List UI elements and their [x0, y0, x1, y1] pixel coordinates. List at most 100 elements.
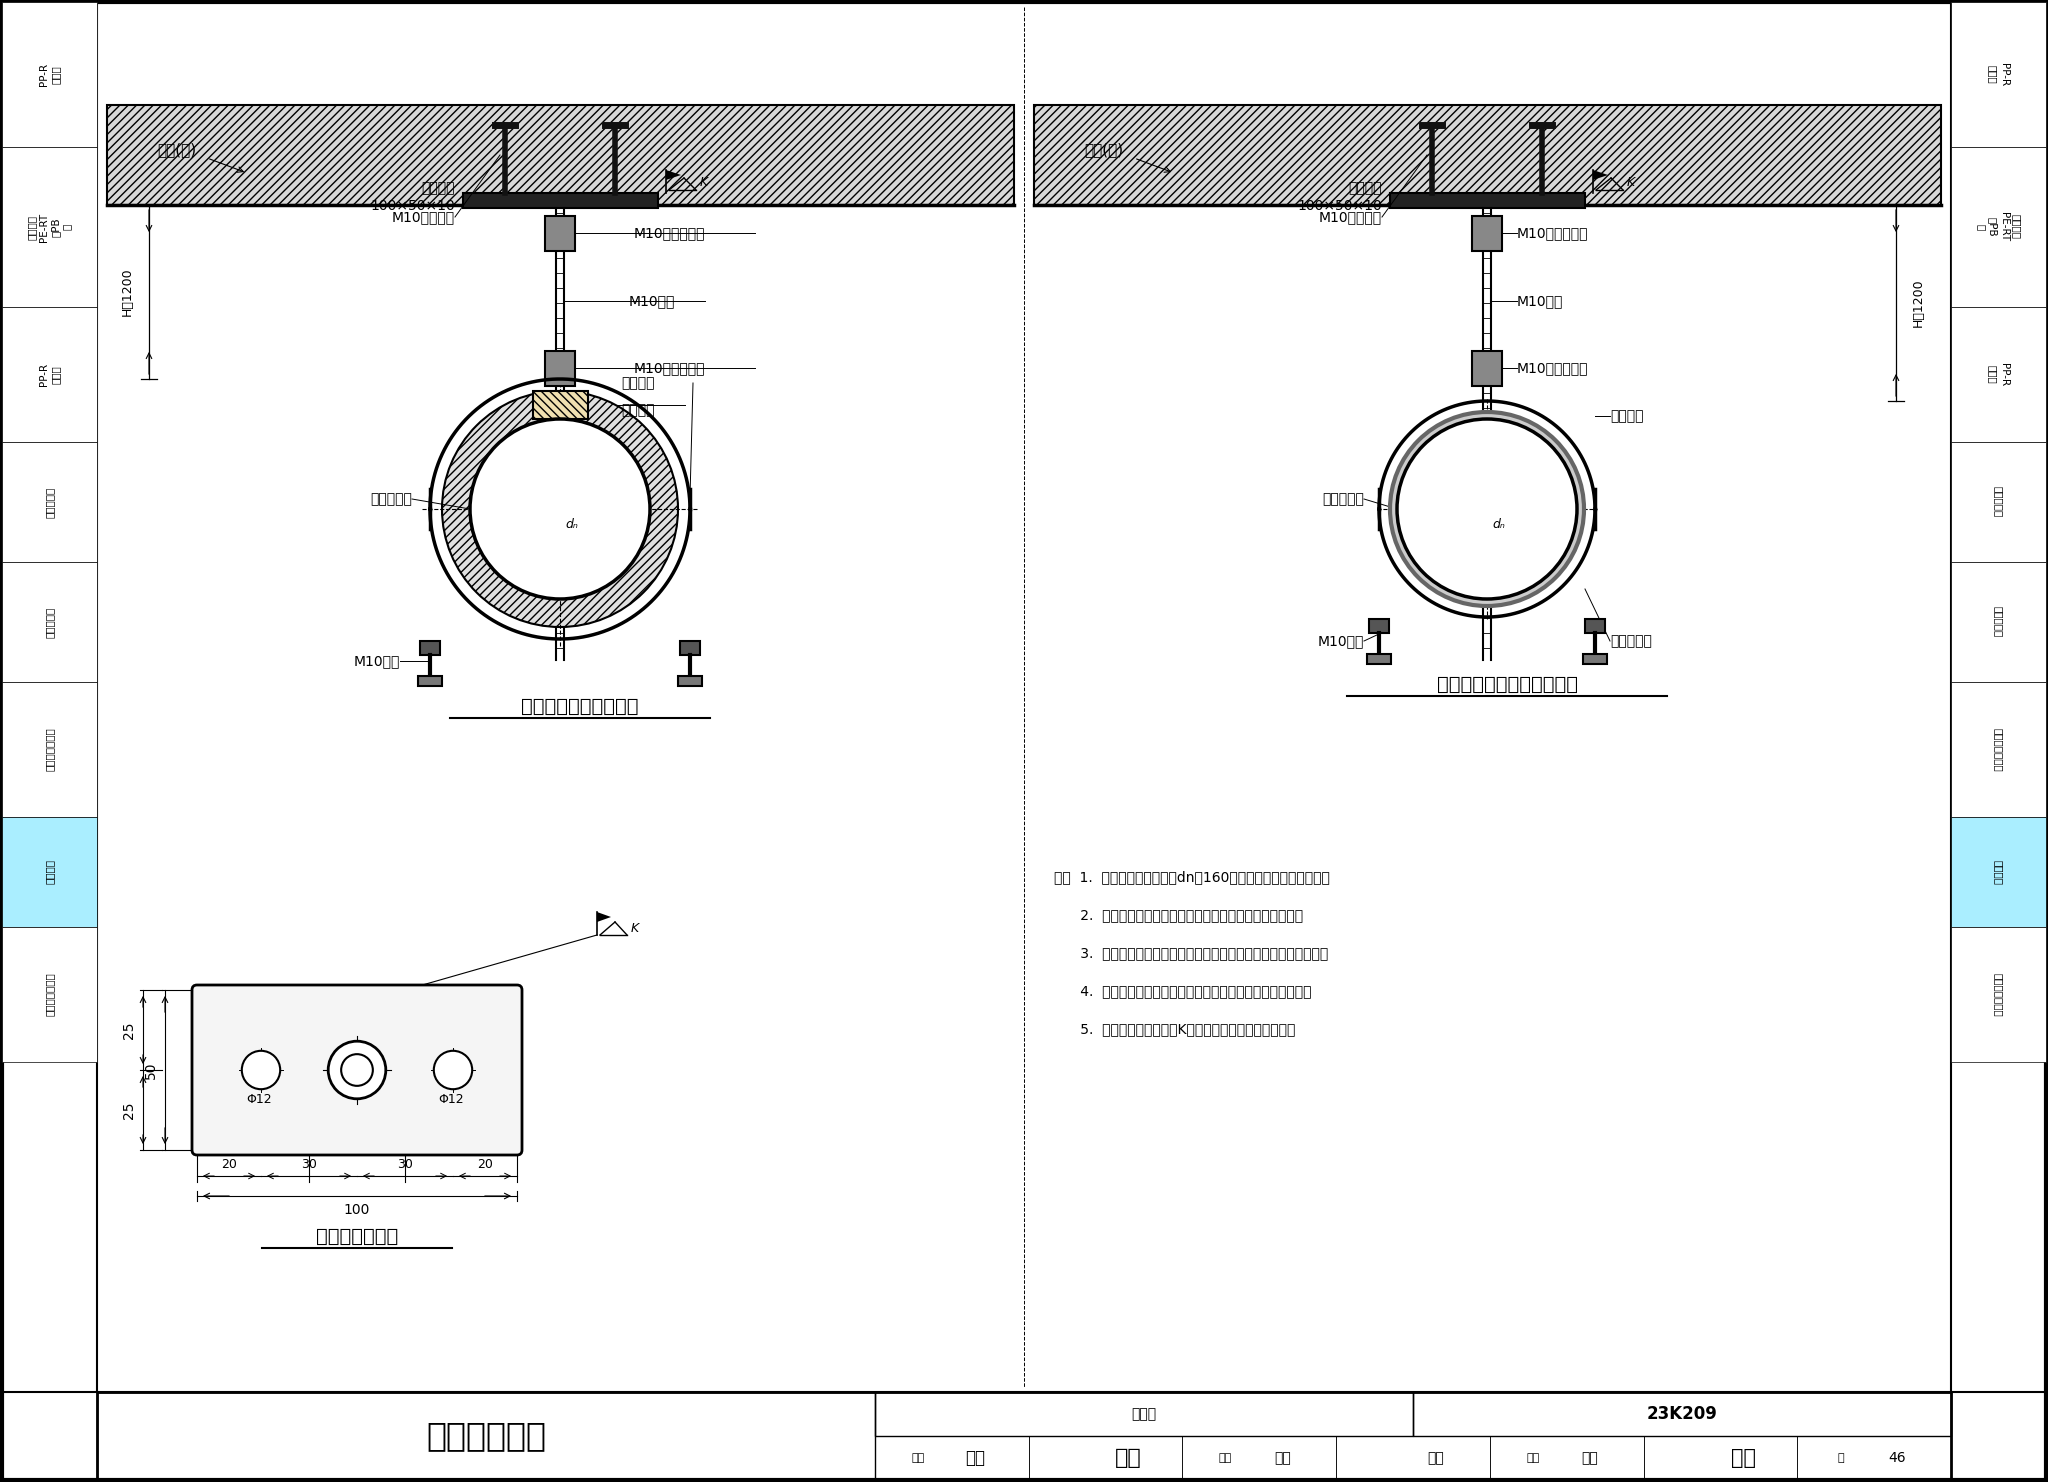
- Text: 5.  本图中角焊焊缝高度K值不应小于焊接的钢板厚度。: 5. 本图中角焊焊缝高度K值不应小于焊接的钢板厚度。: [1055, 1023, 1296, 1036]
- Bar: [1952, 1, 2046, 147]
- Bar: [1583, 654, 1608, 664]
- Text: PP-R
复合管: PP-R 复合管: [1989, 62, 2009, 86]
- Bar: [874, 1392, 1413, 1436]
- Text: 30: 30: [397, 1157, 414, 1171]
- Text: 管道热补偿方式: 管道热补偿方式: [45, 728, 55, 771]
- Bar: [1182, 1436, 1335, 1481]
- Circle shape: [434, 1051, 473, 1089]
- Text: K: K: [700, 175, 709, 188]
- Text: 图集号: 图集号: [1130, 1406, 1157, 1421]
- Circle shape: [1391, 412, 1583, 606]
- Text: 25: 25: [123, 1101, 135, 1119]
- Bar: [2, 307, 96, 442]
- Bar: [96, 1392, 1952, 1481]
- Bar: [2, 1, 96, 1392]
- Bar: [1366, 654, 1391, 664]
- Text: 铝塑复合管: 铝塑复合管: [1993, 486, 2003, 517]
- Text: 3.  复合塑料管道无绝热时，金属管卡与管道之间设耐热橡胶垫。: 3. 复合塑料管道无绝热时，金属管卡与管道之间设耐热橡胶垫。: [1055, 946, 1329, 960]
- Text: PP-R
复合管: PP-R 复合管: [39, 62, 59, 86]
- Text: 水平单管吊架: 水平单管吊架: [426, 1420, 547, 1452]
- Text: 50: 50: [143, 1061, 158, 1079]
- Text: 页: 页: [1837, 1452, 1843, 1463]
- Bar: [1368, 619, 1389, 633]
- Text: 固定钢板: 固定钢板: [422, 181, 455, 196]
- Text: 100×50×10: 100×50×10: [371, 199, 455, 213]
- Bar: [1952, 817, 2046, 928]
- Bar: [874, 1436, 1028, 1481]
- Bar: [2, 1, 96, 147]
- FancyBboxPatch shape: [193, 986, 522, 1154]
- Bar: [1952, 562, 2046, 682]
- Bar: [1034, 105, 1942, 205]
- Bar: [2, 682, 96, 817]
- Bar: [2, 147, 96, 307]
- Text: 邹勇: 邹勇: [1581, 1451, 1597, 1466]
- Bar: [2, 928, 96, 1063]
- Bar: [2, 442, 96, 562]
- Text: M10内螺纹短管: M10内螺纹短管: [633, 225, 705, 240]
- Bar: [678, 676, 702, 686]
- Bar: [1952, 1, 2046, 1392]
- Text: M10内螺纹短管: M10内螺纹短管: [1518, 225, 1589, 240]
- Text: 成品管卡: 成品管卡: [621, 376, 655, 390]
- Bar: [545, 216, 575, 250]
- Circle shape: [1397, 419, 1577, 599]
- Bar: [1028, 1436, 1182, 1481]
- Text: 铝塑复合管: 铝塑复合管: [45, 486, 55, 517]
- Text: 郑霄: 郑霄: [1731, 1448, 1755, 1469]
- Text: 管道支架: 管道支架: [45, 860, 55, 885]
- Text: 韩佐: 韩佐: [1116, 1448, 1143, 1469]
- Text: 管道支架: 管道支架: [1993, 860, 2003, 885]
- Text: 25: 25: [123, 1021, 135, 1039]
- Text: PP-R
稳态管: PP-R 稳态管: [39, 363, 59, 387]
- Bar: [1645, 1436, 1798, 1481]
- Text: 成品管卡: 成品管卡: [1610, 409, 1642, 422]
- Text: 耐热橡胶垫: 耐热橡胶垫: [1610, 634, 1653, 648]
- Bar: [106, 105, 1014, 205]
- Polygon shape: [598, 911, 610, 922]
- Bar: [1952, 928, 2046, 1063]
- Bar: [1952, 682, 2046, 817]
- Text: 水平绝热管道吊架安装: 水平绝热管道吊架安装: [522, 697, 639, 716]
- Text: 30: 30: [301, 1157, 317, 1171]
- Text: 20: 20: [477, 1157, 494, 1171]
- Text: 复合塑料管: 复合塑料管: [1323, 492, 1364, 505]
- Text: Φ12: Φ12: [438, 1092, 463, 1106]
- Text: 固定钢板大样图: 固定钢板大样图: [315, 1227, 397, 1245]
- Text: Φ12: Φ12: [246, 1092, 272, 1106]
- Bar: [1473, 351, 1501, 385]
- Text: H＜1200: H＜1200: [121, 268, 133, 316]
- Text: dₙ: dₙ: [1493, 517, 1505, 531]
- Circle shape: [342, 1054, 373, 1086]
- Polygon shape: [1593, 170, 1608, 179]
- Bar: [532, 391, 588, 419]
- Text: 楼板(梁): 楼板(梁): [1083, 142, 1122, 157]
- Bar: [1952, 442, 2046, 562]
- Text: 于龙: 于龙: [1427, 1451, 1444, 1466]
- Text: M10螺杆: M10螺杆: [629, 293, 676, 308]
- Text: 绝热木托: 绝热木托: [621, 403, 655, 416]
- Text: 铝合金衬
PE-RT
、PB
管: 铝合金衬 PE-RT 、PB 管: [1976, 212, 2021, 242]
- Text: 蒋隆: 蒋隆: [965, 1449, 985, 1467]
- Bar: [1413, 1392, 1952, 1436]
- Bar: [420, 642, 440, 655]
- Bar: [418, 676, 442, 686]
- Text: 水平无绝热层管道吊架安装: 水平无绝热层管道吊架安装: [1436, 674, 1577, 694]
- Bar: [1473, 216, 1501, 250]
- Text: K: K: [1626, 175, 1634, 188]
- Text: 钢塑复合管: 钢塑复合管: [45, 606, 55, 637]
- Circle shape: [242, 1051, 281, 1089]
- Text: M10膨胀锚栓: M10膨胀锚栓: [391, 210, 455, 224]
- Bar: [1489, 1436, 1645, 1481]
- Text: 100: 100: [344, 1203, 371, 1217]
- Text: 46: 46: [1888, 1451, 1907, 1466]
- Text: M10螺栓: M10螺栓: [1317, 634, 1364, 648]
- Bar: [680, 642, 700, 655]
- Bar: [1798, 1436, 1952, 1481]
- Text: 钢塑复合管: 钢塑复合管: [1993, 606, 2003, 637]
- Text: 校对: 校对: [1219, 1452, 1233, 1463]
- Text: 管道布置与敷设: 管道布置与敷设: [45, 972, 55, 1017]
- Text: 100×50×10: 100×50×10: [1296, 199, 1382, 213]
- Bar: [96, 1392, 874, 1481]
- Text: M10螺杆: M10螺杆: [1518, 293, 1563, 308]
